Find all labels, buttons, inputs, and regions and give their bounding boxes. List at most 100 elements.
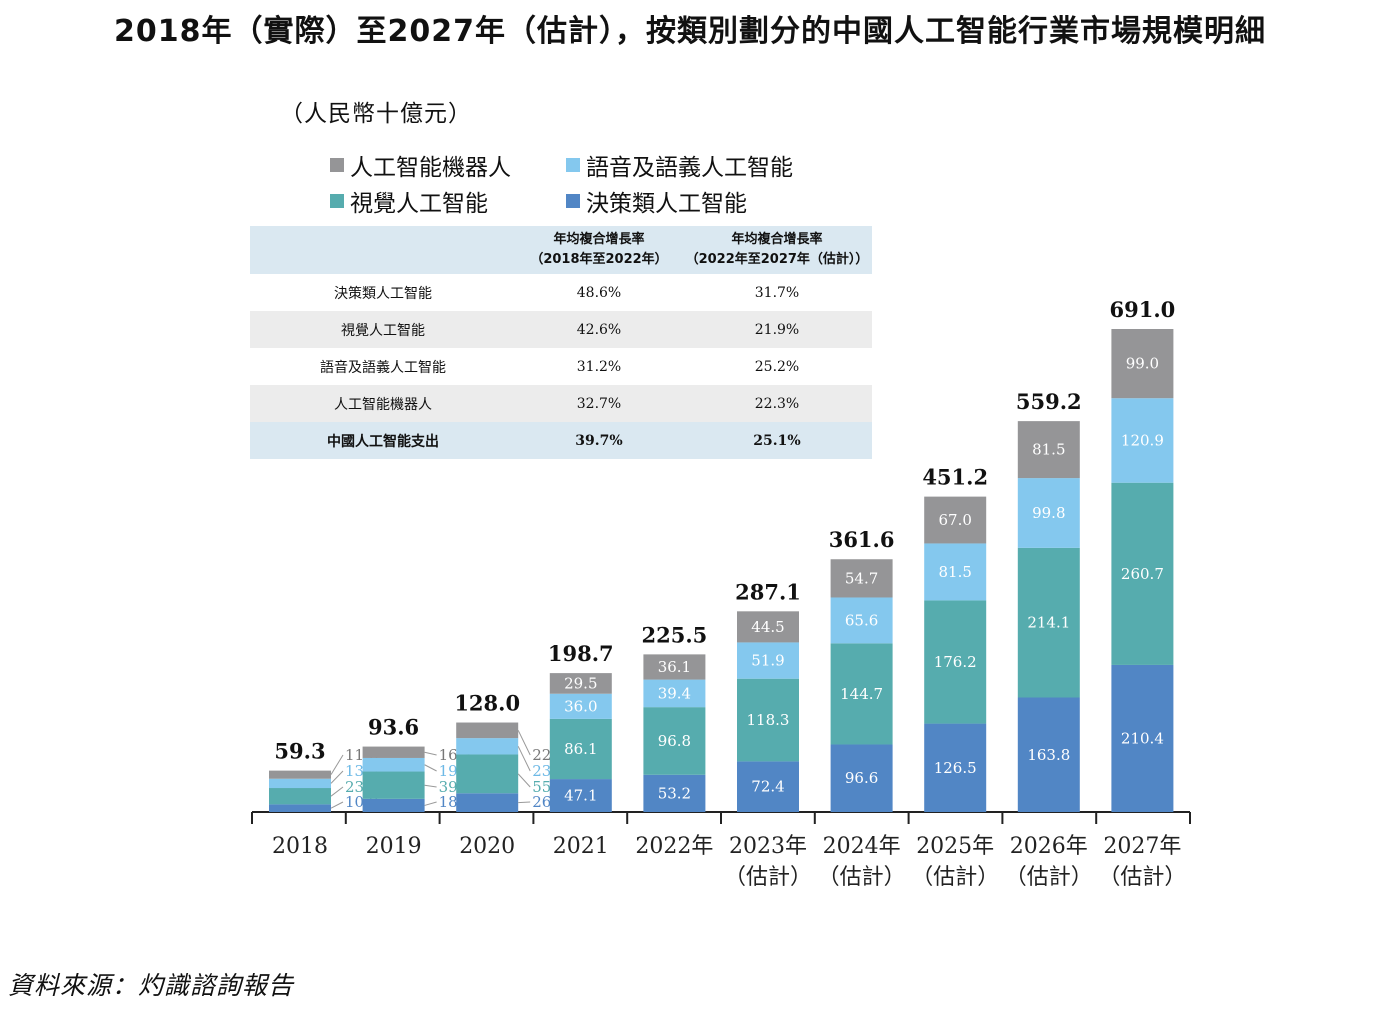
- bar-value-label-decision: 72.4: [751, 778, 784, 796]
- cagr-row-value-2: 31.7%: [754, 284, 800, 301]
- bar-segment-vision: [830, 643, 893, 745]
- bar-value-label-decision: 210.4: [1121, 729, 1164, 747]
- cagr-row-value-2: 25.2%: [754, 358, 800, 375]
- legend-label-vision: 視覺人工智能: [350, 191, 488, 217]
- cagr-table-header: 年均複合增長率 （2018年至2022年） 年均複合增長率 （2022年至202…: [250, 226, 872, 274]
- bar-value-label-vision: 144.7: [840, 685, 883, 703]
- unit-label: （人民幣十億元）: [280, 101, 472, 127]
- bar-value-label-speech: 36.0: [564, 697, 597, 715]
- cagr-table: 年均複合增長率 （2018年至2022年） 年均複合增長率 （2022年至202…: [250, 226, 872, 459]
- cagr-row-value-1: 39.7%: [516, 422, 682, 459]
- x-tick-sublabel: （估計）: [818, 865, 906, 890]
- leader-line-speech: [424, 764, 437, 772]
- cagr-row-value-2: 21.9%: [682, 311, 872, 348]
- leader-line-decision: [330, 801, 344, 809]
- cagr-header-col2-line1: 年均複合增長率: [731, 232, 823, 247]
- cagr-row-robot: 人工智能機器人 32.7% 22.3%: [250, 385, 872, 422]
- x-tick-label: 2026年: [1010, 834, 1088, 859]
- x-tick-label: 2020: [459, 834, 515, 859]
- bar-value-label-vision: 260.7: [1121, 565, 1164, 583]
- bar-segment-robot: [362, 746, 425, 758]
- bar-segment-speech: [1017, 478, 1080, 548]
- cagr-row-value-2: 25.1%: [682, 422, 872, 459]
- bar-segment-vision: [643, 707, 706, 775]
- cagr-header-col1: 年均複合增長率 （2018年至2022年）: [516, 226, 682, 274]
- bar-segment-decision: [830, 744, 893, 812]
- bar-value-label-robot: 67.0: [938, 511, 971, 529]
- cagr-row-value-1: 42.6%: [516, 311, 682, 348]
- x-tick-label: 2024年: [823, 834, 901, 859]
- bar-segment-decision: [1111, 664, 1174, 812]
- legend-swatch-speech: [566, 158, 580, 172]
- x-tick-sublabel: （估計）: [1098, 865, 1186, 890]
- cagr-row-vision: 視覺人工智能 42.6% 21.9%: [250, 311, 872, 348]
- bar-value-label-robot: 29.5: [564, 674, 597, 692]
- bar-value-label-robot: 54.7: [845, 569, 878, 587]
- leader-line-decision: [424, 801, 437, 806]
- bar-segment-vision: [1017, 547, 1080, 698]
- legend-label-robot: 人工智能機器人: [350, 155, 511, 181]
- cagr-header-col1-line1: 年均複合增長率: [553, 232, 645, 247]
- bar-value-label-decision: 53.2: [658, 784, 691, 802]
- bar-segment-decision: [643, 774, 706, 812]
- bar-segment-vision: [362, 771, 425, 799]
- bar-value-label-decision: 96.6: [845, 769, 878, 787]
- legend-label-decision: 決策類人工智能: [586, 191, 747, 217]
- cagr-row-name: 決策類人工智能: [334, 285, 432, 302]
- cagr-row-name: 中國人工智能支出: [250, 422, 516, 459]
- legend-swatch-vision: [330, 194, 344, 208]
- x-tick-label: 2027年: [1103, 834, 1181, 859]
- leader-line-robot: [517, 730, 531, 756]
- bar-segment-vision: [924, 600, 987, 724]
- bar-segment-vision: [456, 754, 519, 794]
- bar-segment-robot: [1111, 329, 1174, 399]
- bar-value-label-robot: 44.5: [751, 618, 784, 636]
- legend-label-speech: 語音及語義人工智能: [586, 155, 793, 181]
- bar-total-label: 559.2: [1016, 389, 1082, 414]
- bar-segment-speech: [362, 757, 425, 772]
- cagr-header-col2-line2: （2022年至2027年（估計））: [685, 252, 869, 267]
- chart-title: 2018年（實際）至2027年（估計），按類別劃分的中國人工智能行業市場規模明細: [114, 14, 1266, 49]
- bar-segment-robot: [924, 496, 987, 544]
- source-note: 資料來源：灼識諮詢報告: [8, 971, 295, 1000]
- bar-segment-robot: [830, 559, 893, 598]
- legend-swatch-robot: [330, 158, 344, 172]
- legend-item-vision: 視覺人工智能: [330, 184, 488, 218]
- bar-value-label-robot: 99.0: [1126, 355, 1159, 373]
- bar-segment-decision: [924, 723, 987, 812]
- x-tick-label: 2022年: [635, 834, 713, 859]
- bar-value-label-decision: 47.1: [564, 787, 597, 805]
- x-tick-label: 2023年: [729, 834, 807, 859]
- bar-segment-robot: [549, 673, 612, 694]
- leader-line-vision: [517, 773, 531, 788]
- bar-value-label-speech: 51.9: [751, 652, 784, 670]
- cagr-header-col2: 年均複合增長率 （2022年至2027年（估計））: [682, 226, 872, 274]
- bar-segment-vision: [1111, 482, 1174, 665]
- legend-swatch-decision: [566, 194, 580, 208]
- bar-total-label: 59.3: [274, 739, 325, 764]
- bar-value-label-speech: 99.8: [1032, 504, 1065, 522]
- x-tick-sublabel: （估計）: [911, 865, 999, 890]
- cagr-row-name: 視覺人工智能: [250, 311, 516, 348]
- bar-value-label-vision: 96.8: [658, 732, 691, 750]
- bar-segment-robot: [1017, 421, 1080, 479]
- x-tick-label: 2019: [366, 834, 422, 859]
- bar-segment-vision: [269, 788, 331, 805]
- bar-total-label: 198.7: [548, 641, 614, 666]
- bar-segment-speech: [269, 778, 331, 789]
- leader-line-speech: [517, 746, 531, 772]
- cagr-row-value-1: 31.2%: [576, 358, 622, 375]
- leader-line-speech: [330, 770, 344, 784]
- x-tick-sublabel: （估計）: [724, 865, 812, 890]
- leader-line-vision: [330, 786, 344, 797]
- bar-value-label-decision: 126.5: [934, 759, 977, 777]
- x-tick-label: 2018: [272, 834, 328, 859]
- bar-value-label-vision: 176.2: [934, 653, 977, 671]
- bar-segment-speech: [737, 642, 799, 679]
- legend-item-robot: 人工智能機器人: [330, 148, 511, 182]
- cagr-row-value-1: 32.7%: [516, 385, 682, 422]
- bar-value-label-speech: 65.6: [845, 611, 878, 629]
- bar-segment-decision: [362, 798, 425, 812]
- bar-segment-robot: [643, 654, 706, 680]
- bar-segment-decision: [269, 804, 331, 812]
